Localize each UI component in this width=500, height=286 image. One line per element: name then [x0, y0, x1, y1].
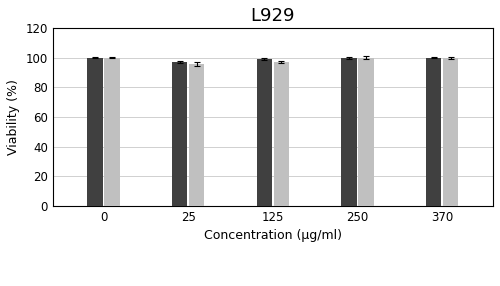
Bar — [88, 57, 102, 206]
Bar — [274, 62, 289, 206]
Bar — [189, 64, 204, 206]
Bar — [426, 57, 442, 206]
Bar — [443, 58, 458, 206]
Bar — [358, 57, 374, 206]
Title: L929: L929 — [250, 7, 295, 25]
X-axis label: Concentration (μg/ml): Concentration (μg/ml) — [204, 229, 342, 242]
Bar — [172, 62, 188, 206]
Bar — [104, 57, 120, 206]
Y-axis label: Viability (%): Viability (%) — [7, 79, 20, 155]
Bar — [342, 58, 356, 206]
Bar — [257, 59, 272, 206]
